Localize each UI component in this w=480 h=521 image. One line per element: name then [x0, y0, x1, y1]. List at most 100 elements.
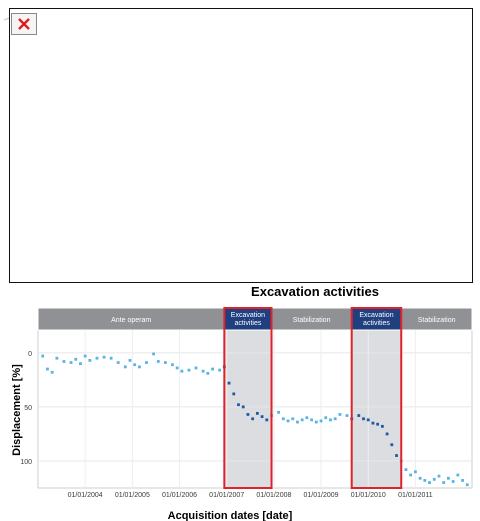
phase-label: Stabilization	[293, 317, 331, 324]
data-point	[286, 419, 290, 423]
data-point	[300, 418, 304, 422]
data-point	[251, 417, 255, 421]
data-point	[329, 418, 332, 422]
data-point	[456, 473, 460, 477]
data-point	[362, 417, 365, 421]
x-tick-label: 01/01/2007	[209, 492, 244, 499]
data-point	[409, 473, 413, 477]
data-point	[376, 422, 380, 426]
data-point	[291, 417, 295, 421]
x-tick-label: 01/01/2009	[304, 492, 339, 499]
phase-shade	[351, 330, 402, 488]
data-point	[50, 370, 54, 374]
data-point	[413, 470, 417, 474]
data-point	[88, 358, 92, 362]
x-tick-label: 01/01/2010	[351, 492, 386, 499]
data-point	[55, 356, 59, 360]
data-point	[432, 477, 436, 481]
data-point	[324, 416, 328, 420]
data-point	[123, 365, 127, 369]
data-point	[171, 363, 174, 367]
data-point	[395, 454, 398, 457]
data-point	[319, 419, 323, 423]
data-point	[69, 361, 73, 364]
data-point	[437, 474, 441, 478]
data-point	[428, 481, 431, 484]
data-point	[206, 371, 210, 375]
x-tick-label: 01/01/2008	[256, 492, 291, 499]
data-point	[418, 476, 422, 480]
data-point	[62, 360, 66, 363]
phase-label: activities	[235, 320, 262, 327]
data-point	[95, 356, 99, 360]
data-point	[310, 418, 314, 422]
data-point	[265, 418, 269, 422]
data-point	[296, 420, 299, 424]
data-point	[194, 366, 198, 370]
data-point	[366, 418, 370, 422]
data-point	[109, 356, 113, 360]
data-point	[338, 413, 342, 416]
data-point	[175, 366, 179, 370]
data-point	[145, 361, 148, 364]
chart-title: Excavation activities	[251, 284, 379, 299]
x-tick-label: 01/01/2004	[68, 492, 103, 499]
data-point	[345, 414, 349, 417]
x-tick-label: 01/01/2011	[398, 492, 433, 499]
data-point	[128, 358, 132, 362]
phase-label: Excavation	[359, 312, 393, 319]
phase-label: Stabilization	[418, 317, 456, 324]
data-point	[404, 468, 408, 472]
data-point	[163, 361, 167, 364]
phase-label: Excavation	[231, 312, 265, 319]
data-point	[232, 392, 236, 396]
data-point	[442, 481, 446, 484]
data-point	[41, 354, 45, 358]
data-point	[237, 403, 240, 407]
data-point	[116, 361, 120, 364]
data-point	[357, 414, 361, 417]
data-point	[227, 381, 231, 385]
data-point	[385, 432, 389, 436]
data-point	[187, 368, 191, 372]
x-axis-label: Acquisition dates [date]	[168, 510, 293, 521]
data-point	[218, 368, 222, 372]
data-point	[447, 476, 450, 480]
data-point	[152, 352, 155, 356]
data-point	[201, 369, 205, 373]
data-point	[138, 365, 141, 369]
highlight-box	[350, 307, 403, 489]
data-point	[423, 479, 427, 482]
x-tick-label: 01/01/2006	[162, 492, 197, 499]
data-point	[74, 357, 78, 361]
data-point	[281, 417, 285, 421]
y-axis-label: Displacement [%]	[11, 364, 23, 456]
phase-label: activities	[363, 320, 390, 327]
data-point	[380, 424, 384, 428]
data-point	[46, 367, 49, 371]
broken-image-icon	[11, 13, 37, 35]
y-tick-label: 100	[20, 459, 32, 466]
highlight-box	[223, 307, 273, 489]
data-point	[465, 483, 469, 487]
data-point	[314, 420, 318, 424]
x-tick-label: 01/01/2005	[115, 492, 150, 499]
data-point	[305, 416, 309, 420]
data-point	[246, 413, 250, 416]
data-point	[333, 417, 337, 421]
data-point	[156, 360, 160, 363]
data-point	[277, 410, 280, 414]
phase-label: Ante operam	[111, 317, 151, 324]
broken-image-frame	[9, 8, 473, 283]
data-point	[461, 479, 464, 482]
y-tick-label: 0	[28, 351, 32, 358]
data-point	[260, 415, 264, 419]
data-point	[133, 363, 137, 367]
y-tick-label: 50	[24, 405, 32, 412]
data-point	[83, 354, 87, 358]
data-point	[211, 367, 214, 371]
data-point	[371, 421, 375, 425]
data-point	[79, 362, 82, 366]
data-point	[451, 480, 455, 483]
data-point	[255, 411, 259, 415]
